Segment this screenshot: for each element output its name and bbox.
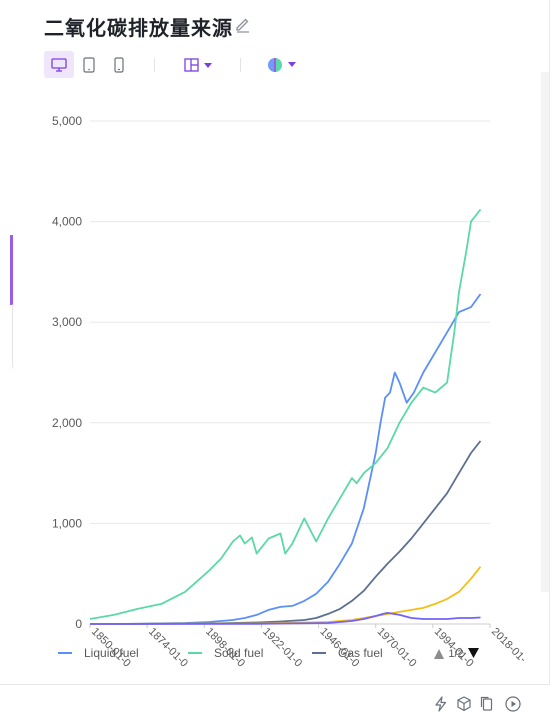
x-axis: 1850-01-0 1874-01-0 1898-01-0 1922-01-0 1946… bbox=[89, 624, 529, 670]
left-sidebar-strip bbox=[0, 0, 14, 726]
y-tick-label: 2,000 bbox=[52, 416, 82, 430]
chart-grid bbox=[90, 120, 490, 625]
footer-toolbar bbox=[0, 684, 550, 726]
chart-legend: Liquid fuel Solid fuel Gas fuel 1/2 bbox=[58, 646, 479, 660]
chart-series bbox=[89, 208, 482, 625]
desktop-icon bbox=[51, 57, 67, 72]
series-line-gas-fuel bbox=[89, 440, 482, 625]
toolbar-divider bbox=[240, 58, 241, 72]
layout-grid-icon bbox=[184, 57, 212, 72]
legend-item[interactable]: Gas fuel bbox=[312, 646, 383, 660]
lightning-icon[interactable] bbox=[432, 695, 450, 713]
mobile-icon bbox=[114, 56, 124, 73]
series-line-gas-flaring bbox=[89, 612, 481, 625]
legend-item[interactable]: Solid fuel bbox=[188, 646, 263, 660]
mobile-view-button[interactable] bbox=[108, 51, 130, 78]
y-tick-label: 3,000 bbox=[52, 315, 82, 329]
tablet-icon bbox=[83, 56, 95, 73]
play-icon[interactable] bbox=[504, 695, 522, 713]
series-line-liquid-fuel bbox=[89, 293, 482, 625]
copy-icon[interactable] bbox=[478, 695, 496, 713]
y-tick-label: 0 bbox=[75, 617, 82, 631]
legend-page-up-icon[interactable] bbox=[434, 649, 444, 659]
layout-dropdown-button[interactable] bbox=[182, 51, 216, 78]
series-line-cement bbox=[89, 566, 482, 625]
cube-icon[interactable] bbox=[455, 695, 473, 713]
y-tick-label: 5,000 bbox=[52, 114, 82, 128]
page-title: 二氧化碳排放量来源 bbox=[44, 18, 233, 40]
desktop-view-button[interactable] bbox=[44, 51, 74, 78]
theme-color-icon bbox=[268, 57, 296, 72]
y-tick-label: 4,000 bbox=[52, 215, 82, 229]
legend-item[interactable]: Liquid fuel bbox=[58, 646, 139, 660]
x-tick-label: 2018-01- bbox=[489, 626, 529, 666]
edit-pencil-icon[interactable] bbox=[234, 15, 252, 33]
y-tick-label: 1,000 bbox=[52, 516, 82, 530]
toolbar-divider bbox=[154, 58, 155, 72]
sidebar-active-indicator bbox=[10, 235, 13, 305]
legend-page-indicator: 1/2 bbox=[448, 648, 463, 660]
legend-page-down-icon[interactable] bbox=[468, 648, 479, 658]
panel-scroll-area bbox=[541, 72, 549, 592]
theme-dropdown-button[interactable] bbox=[266, 51, 300, 78]
series-line-solid-fuel bbox=[89, 208, 482, 620]
y-axis: 0 1,000 2,000 3,000 4,000 5,000 bbox=[52, 114, 82, 631]
legend-label: Solid fuel bbox=[214, 646, 263, 660]
chart-panel bbox=[14, 0, 550, 684]
x-tick-label: 1922-01-0 bbox=[260, 626, 304, 670]
legend-label: Liquid fuel bbox=[84, 646, 139, 660]
tablet-view-button[interactable] bbox=[78, 51, 100, 78]
legend-label: Gas fuel bbox=[338, 646, 383, 660]
x-tick-label: 1874-01-0 bbox=[146, 626, 190, 670]
